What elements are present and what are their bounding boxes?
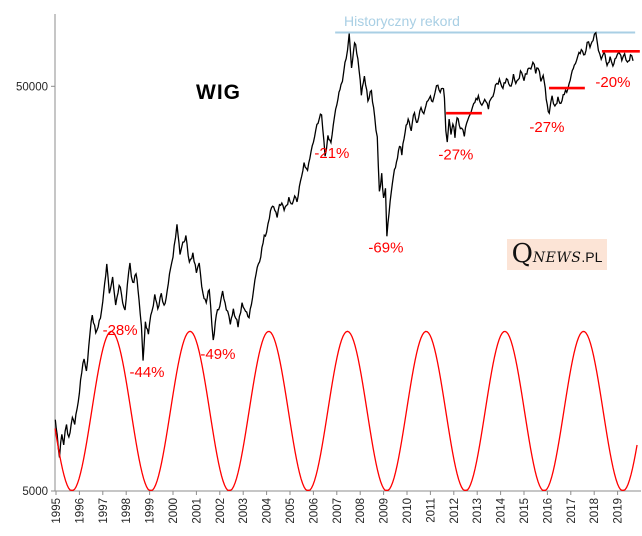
wig-series-line (54, 31, 634, 458)
record-line-label: Historyczny rekord (344, 13, 460, 29)
y-axis-tick-label: 5000 (22, 486, 48, 498)
drawdown-label: -28% (103, 322, 138, 339)
cycle-sine-line (54, 330, 638, 491)
drawdown-label: -44% (130, 364, 165, 381)
x-axis-tick-label: 2019 (613, 498, 625, 524)
x-axis-tick-label: 1999 (145, 498, 157, 524)
drawdown-label: -27% (438, 147, 473, 164)
drawdown-label: -27% (529, 119, 564, 136)
x-axis-tick-label: 2008 (355, 498, 367, 524)
qnews-watermark: Q NEWS .PL (507, 239, 607, 270)
x-axis-tick-label: 2012 (449, 498, 461, 524)
x-axis-tick-label: 2010 (402, 498, 414, 524)
x-axis-tick-label: 2004 (262, 497, 274, 523)
watermark-news-text: NEWS (532, 250, 582, 266)
x-axis-tick-label: 1998 (121, 498, 133, 524)
x-axis-tick-label: 1996 (74, 498, 86, 524)
drawdown-label: -69% (368, 239, 403, 256)
x-axis-tick-label: 2007 (332, 498, 344, 524)
x-axis-tick-label: 2006 (308, 498, 320, 524)
x-axis-tick-label: 2016 (542, 498, 554, 524)
drawdown-label: -49% (200, 346, 235, 363)
chart-title: WIG (196, 81, 241, 104)
drawdown-label: -21% (314, 145, 349, 162)
x-axis-tick-label: 2014 (496, 497, 508, 523)
x-axis-tick-label: 2002 (215, 498, 227, 524)
drawdown-label: -20% (595, 74, 630, 91)
x-axis-tick-label: 1997 (98, 498, 110, 524)
x-axis-tick-label: 2001 (191, 498, 203, 524)
x-axis-tick-label: 1995 (51, 498, 63, 524)
x-axis-tick-label: 2005 (285, 498, 297, 524)
watermark-q-letter: Q (511, 239, 533, 269)
x-axis-tick-label: 2000 (168, 498, 180, 524)
x-axis-tick-label: 2015 (519, 498, 531, 524)
x-axis-tick-label: 2009 (379, 498, 391, 524)
y-axis-tick-label: 50000 (16, 81, 48, 93)
x-axis-tick-label: 2011 (425, 498, 437, 523)
x-axis-tick-label: 2017 (566, 498, 578, 524)
x-axis-tick-label: 2018 (589, 498, 601, 524)
x-axis-tick-label: 2003 (238, 498, 250, 524)
watermark-pl-text: .PL (581, 249, 603, 265)
x-axis-tick-label: 2013 (472, 498, 484, 524)
